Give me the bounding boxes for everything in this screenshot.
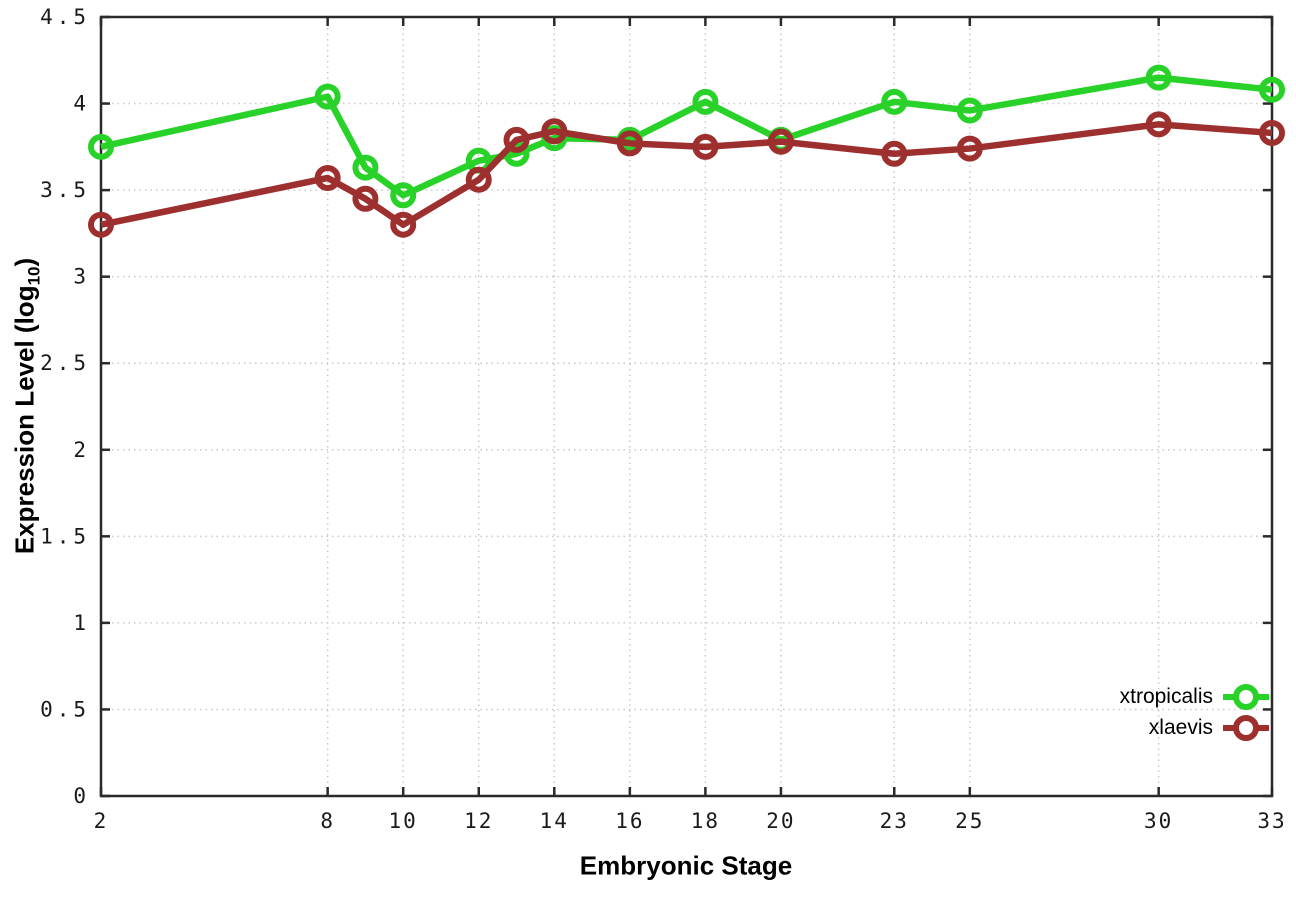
series-line-xtropicalis [100,74,1273,199]
x-tick-label: 14 [540,809,569,833]
x-tick-label: 18 [691,809,720,833]
data-point-xlaevis [692,133,719,160]
x-tick-label: 10 [389,809,418,833]
y-tick-label: 4 [73,92,90,116]
x-tick-label: 8 [320,809,335,833]
x-tick-label: 33 [1257,809,1286,833]
y-tick-label: 0 [73,784,90,808]
y-axis-title-subscript: 10 [24,266,44,286]
data-point-xlaevis [503,126,530,153]
data-point-xlaevis [1145,111,1172,138]
data-point-xtropicalis [692,88,719,115]
x-tick-label: 23 [880,809,909,833]
data-point-xtropicalis [1145,64,1172,91]
y-tick-label: 1.5 [40,524,90,548]
x-axis-title: Embryonic Stage [579,850,793,881]
data-point-xlaevis [616,130,643,157]
data-point-xlaevis [465,166,492,193]
data-point-xlaevis [767,128,794,155]
y-tick-label: 4.5 [40,5,90,29]
y-axis-title: Expression Level (log10) [10,258,45,554]
y-tick-label: 1 [73,611,90,635]
data-point-xtropicalis [352,154,379,181]
data-point-xtropicalis [88,133,114,160]
legend: xtropicalis xlaevis [1120,683,1270,742]
x-tick-label: 20 [766,809,795,833]
data-point-xtropicalis [314,83,341,110]
legend-label: xtropicalis [1119,685,1213,708]
y-axis-title-text: Expression Level (log [9,285,40,555]
series-line-xlaevis [100,121,1273,228]
data-point-xlaevis [88,211,114,238]
data-point-xlaevis [956,135,983,162]
data-point-xlaevis [314,164,341,191]
data-point-xtropicalis [390,182,417,209]
y-tick-label: 2 [73,438,90,462]
x-tick-label: 25 [955,809,984,833]
y-tick-label: 0.5 [40,697,90,721]
x-tick-label: 30 [1144,809,1173,833]
y-tick-label: 3.5 [40,178,90,202]
legend-line-marker-icon [1223,684,1269,710]
data-point-xlaevis [352,185,379,212]
legend-label: xlaevis [1148,716,1213,739]
data-point-xlaevis [541,118,568,145]
legend-line-marker-icon [1223,715,1269,741]
y-axis-title-close: ) [9,257,40,267]
data-point-xtropicalis [1259,76,1285,103]
x-tick-label: 16 [615,809,644,833]
x-tick-label: 12 [464,809,493,833]
y-tick-label: 3 [73,265,90,289]
data-point-xlaevis [390,211,417,238]
data-point-xlaevis [1259,119,1285,146]
data-point-xlaevis [881,140,908,167]
data-point-xtropicalis [881,88,908,115]
y-tick-label: 2.5 [40,351,90,375]
data-point-xtropicalis [956,97,983,124]
x-tick-label: 2 [94,809,109,833]
legend-entry-xtropicalis: xtropicalis [1120,683,1270,711]
legend-entry-xlaevis: xlaevis [1149,714,1270,742]
plot-border [99,15,1274,798]
